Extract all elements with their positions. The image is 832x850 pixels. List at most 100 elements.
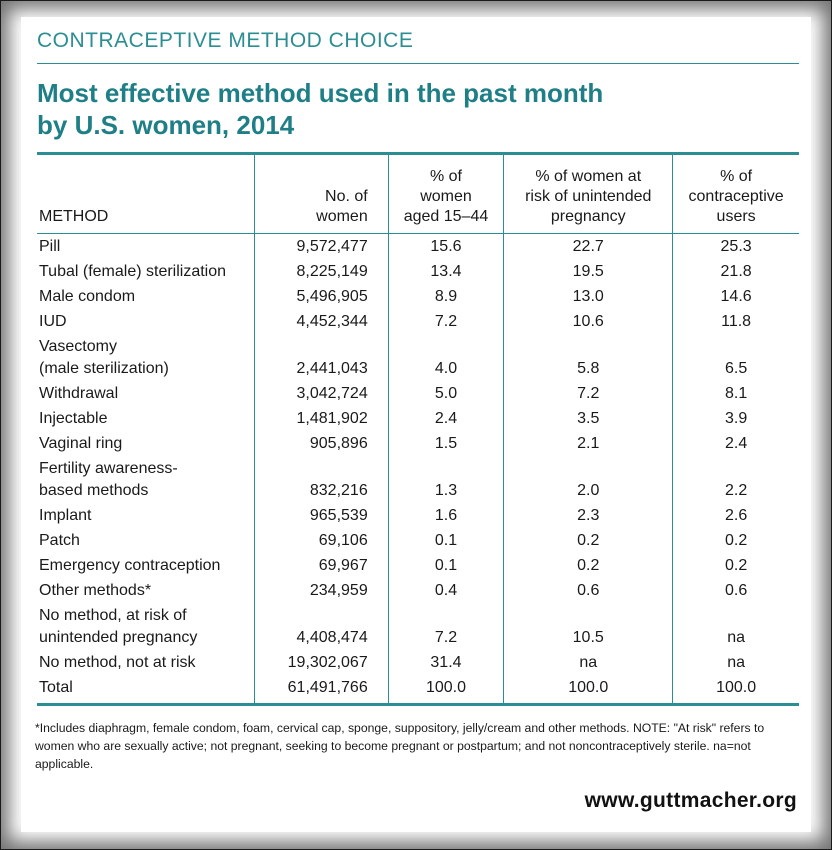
cell-method: IUD — [39, 313, 67, 330]
cell-count: 965,539 — [253, 503, 389, 528]
table-row: Withdrawal 3,042,724 5.0 7.2 8.1 — [37, 381, 799, 406]
source-url: www.guttmacher.org — [584, 789, 797, 812]
kicker-divider — [37, 63, 799, 64]
cell-pct-risk: 10.6 — [503, 309, 673, 334]
cell-pct-users: 14.6 — [672, 284, 799, 309]
cell-pct-users: 2.6 — [672, 503, 799, 528]
cell-pct-risk: 10.5 — [503, 603, 673, 650]
cell-pct-women: 7.2 — [387, 309, 504, 334]
table-row: Fertility awareness-based methods 832,216… — [37, 456, 799, 503]
cell-pct-users: 21.8 — [672, 259, 799, 284]
header-row: METHOD No. of women % of women aged 15–44 %… — [37, 152, 799, 234]
table-row: Vasectomy (male sterilization) 2,441,043 4.… — [37, 334, 799, 381]
table-row: Pill 9,572,477 15.6 22.7 25.3 — [37, 233, 799, 259]
cell-pct-users: 25.3 — [672, 233, 799, 259]
cell-method: Pill — [39, 238, 61, 255]
table-row: Other methods* 234,959 0.4 0.6 0.6 — [37, 578, 799, 603]
cell-method: Vaginal ring — [39, 435, 123, 452]
cell-method: Tubal (female) sterilization — [39, 263, 227, 280]
cell-pct-risk: 100.0 — [503, 675, 673, 706]
cell-pct-users: 0.6 — [672, 578, 799, 603]
table-body: Pill 9,572,477 15.6 22.7 25.3 Tubal (female) … — [37, 233, 799, 706]
cell-pct-women: 0.4 — [387, 578, 504, 603]
column-header-pct-women: % of women aged 15–44 — [387, 152, 504, 234]
column-header-count: No. of women — [253, 152, 389, 234]
cell-pct-risk: 22.7 — [503, 233, 673, 259]
cell-pct-users: 11.8 — [672, 309, 799, 334]
cell-pct-users: 0.2 — [672, 553, 799, 578]
table-row: Male condom 5,496,905 8.9 13.0 14.6 — [37, 284, 799, 309]
title-line-1: Most effective method used in the past m… — [37, 78, 604, 108]
cell-pct-risk: 19.5 — [503, 259, 673, 284]
column-header-pct-risk: % of women at risk of unintended pregnancy — [503, 152, 673, 234]
table-header: METHOD No. of women % of women aged 15–44 %… — [37, 152, 799, 234]
table-row: No method, at risk of unintended pregnanc… — [37, 603, 799, 650]
cell-method: No method, not at risk — [39, 654, 196, 671]
table-row: Patch 69,106 0.1 0.2 0.2 — [37, 528, 799, 553]
cell-count: 1,481,902 — [253, 406, 389, 431]
section-kicker: CONTRACEPTIVE METHOD CHOICE — [37, 29, 414, 52]
cell-pct-users: 6.5 — [672, 334, 799, 381]
table-row: Total 61,491,766 100.0 100.0 100.0 — [37, 675, 799, 706]
title-line-2: by U.S. women, 2014 — [37, 110, 295, 140]
cell-pct-women: 31.4 — [387, 650, 504, 675]
cell-pct-risk: 0.6 — [503, 578, 673, 603]
cell-pct-women: 1.6 — [387, 503, 504, 528]
cell-pct-women: 0.1 — [387, 553, 504, 578]
cell-pct-risk: 2.0 — [503, 456, 673, 503]
cell-pct-risk: 13.0 — [503, 284, 673, 309]
cell-pct-risk: 7.2 — [503, 381, 673, 406]
cell-count: 4,408,474 — [253, 603, 389, 650]
cell-method: Fertility awareness-based methods — [39, 460, 178, 499]
cell-pct-users: 2.4 — [672, 431, 799, 456]
cell-method: Emergency contraception — [39, 557, 221, 574]
cell-pct-women: 13.4 — [387, 259, 504, 284]
figure-title: Most effective method used in the past m… — [37, 77, 797, 141]
figure-card: CONTRACEPTIVE METHOD CHOICE Most effecti… — [21, 17, 811, 832]
cell-pct-women: 0.1 — [387, 528, 504, 553]
cell-pct-risk: 0.2 — [503, 553, 673, 578]
column-header-method: METHOD — [37, 152, 255, 234]
cell-pct-users: 0.2 — [672, 528, 799, 553]
table-row: Vaginal ring 905,896 1.5 2.1 2.4 — [37, 431, 799, 456]
table-row: IUD 4,452,344 7.2 10.6 11.8 — [37, 309, 799, 334]
cell-method: Implant — [39, 507, 92, 524]
cell-pct-women: 100.0 — [387, 675, 504, 706]
cell-count: 905,896 — [253, 431, 389, 456]
cell-pct-users: 3.9 — [672, 406, 799, 431]
cell-pct-users: na — [672, 650, 799, 675]
data-table: METHOD No. of women % of women aged 15–44 %… — [37, 152, 799, 706]
cell-count: 61,491,766 — [253, 675, 389, 706]
cell-count: 2,441,043 — [253, 334, 389, 381]
cell-count: 3,042,724 — [253, 381, 389, 406]
cell-pct-risk: 5.8 — [503, 334, 673, 381]
cell-pct-risk: na — [503, 650, 673, 675]
cell-method: Male condom — [39, 288, 136, 305]
cell-count: 4,452,344 — [253, 309, 389, 334]
table-row: Emergency contraception 69,967 0.1 0.2 0.2 — [37, 553, 799, 578]
cell-pct-users: 8.1 — [672, 381, 799, 406]
column-header-pct-users: % of contraceptive users — [672, 152, 799, 234]
cell-count: 69,967 — [253, 553, 389, 578]
cell-count: 234,959 — [253, 578, 389, 603]
cell-pct-women: 8.9 — [387, 284, 504, 309]
cell-method: No method, at risk of unintended pregnanc… — [39, 607, 198, 646]
cell-method: Patch — [39, 532, 80, 549]
cell-pct-women: 7.2 — [387, 603, 504, 650]
cell-pct-women: 1.3 — [387, 456, 504, 503]
cell-pct-risk: 2.3 — [503, 503, 673, 528]
cell-count: 69,106 — [253, 528, 389, 553]
cell-pct-risk: 0.2 — [503, 528, 673, 553]
footnote: *Includes diaphragm, female condom, foam… — [35, 721, 765, 771]
cell-pct-women: 1.5 — [387, 431, 504, 456]
table-row: Tubal (female) sterilization 8,225,149 13.… — [37, 259, 799, 284]
cell-method: Other methods* — [39, 582, 152, 599]
cell-method: Withdrawal — [39, 385, 119, 402]
cell-method: Injectable — [39, 410, 108, 427]
cell-count: 19,302,067 — [253, 650, 389, 675]
cell-count: 8,225,149 — [253, 259, 389, 284]
table-row: No method, not at risk 19,302,067 31.4 na na — [37, 650, 799, 675]
cell-pct-risk: 3.5 — [503, 406, 673, 431]
cell-pct-users: 2.2 — [672, 456, 799, 503]
